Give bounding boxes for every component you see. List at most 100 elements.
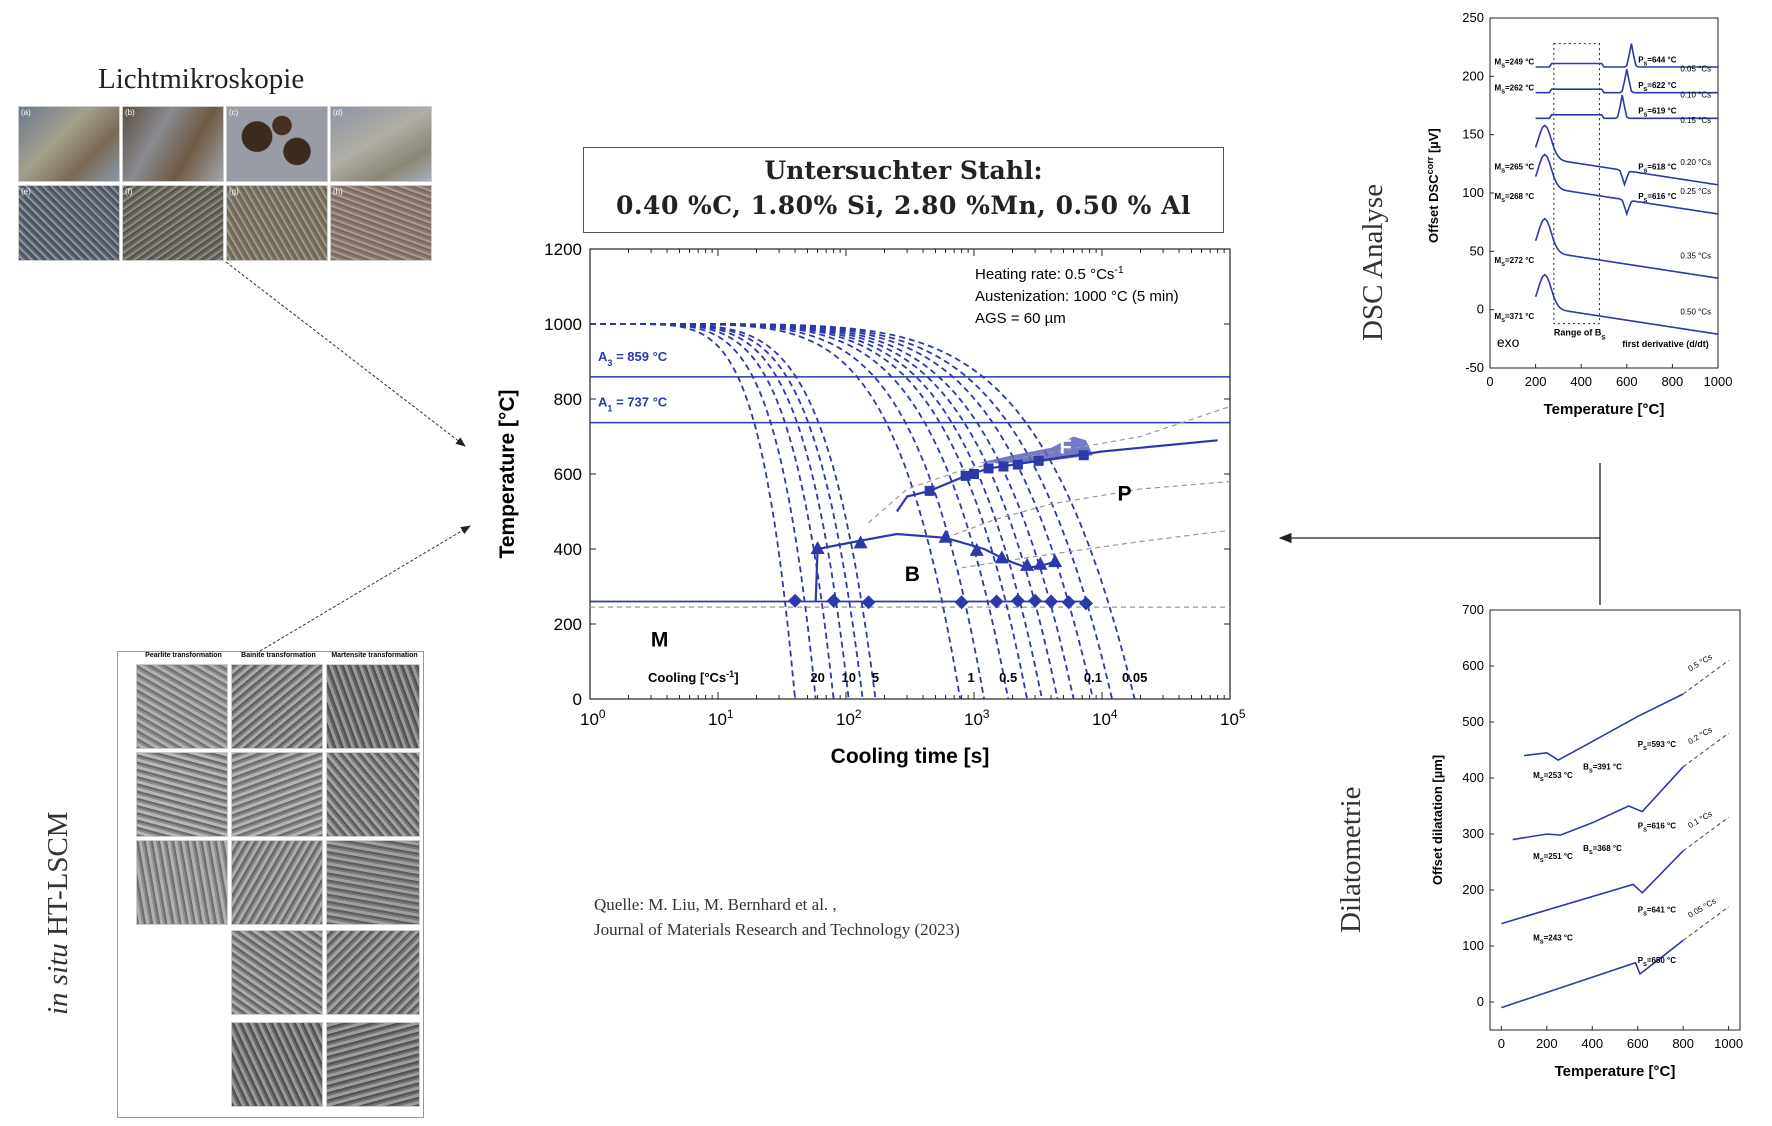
lscm-tile — [231, 752, 323, 837]
steel-composition-box: Untersuchter Stahl: 0.40 %C, 1.80% Si, 2… — [583, 147, 1224, 233]
ferrite-start-marker — [1033, 455, 1044, 466]
dil-extension — [1682, 732, 1729, 768]
cct-ytick-label: 200 — [554, 615, 582, 634]
dsc-series-label: 0.05 °Cs — [1680, 65, 1711, 74]
lscm-header-bainite: Bainite transformation — [241, 652, 316, 659]
lscm-tile — [326, 752, 420, 837]
bainite-start-marker — [1020, 557, 1035, 571]
dsc-ms-label: MS=265 °C — [1495, 163, 1535, 175]
cooling-curve — [590, 323, 796, 700]
cct-ytick-label: 800 — [554, 390, 582, 409]
dsc-ms-label: MS=371 °C — [1495, 312, 1535, 324]
ferrite-start-marker — [1012, 459, 1023, 470]
cooling-rate-label: 20 — [810, 670, 824, 685]
dsc-xtick-label: 1000 — [1704, 374, 1733, 389]
cooling-curve — [590, 323, 1059, 700]
cooling-curve — [590, 323, 864, 700]
dil-series-label: 0.2 °Cs — [1687, 725, 1714, 746]
dsc-ms-label: MS=268 °C — [1495, 192, 1535, 204]
source-citation: Quelle: M. Liu, M. Bernhard et al. , Jou… — [594, 895, 960, 939]
dil-series-label: 0.5 °Cs — [1687, 652, 1714, 673]
dil-series-curve — [1501, 850, 1684, 925]
range-label: Range of BS — [1554, 327, 1606, 341]
micro-tile-a: (a) — [18, 106, 120, 182]
dil-xtick-label: 200 — [1536, 1036, 1558, 1051]
steel-box-title: Untersuchter Stahl: — [764, 156, 1043, 185]
dil-ps-label: PS=641 °C — [1638, 905, 1677, 917]
ferrite-start-marker — [960, 470, 971, 481]
martensite-start-marker — [989, 594, 1004, 609]
martensite-start-marker — [1079, 596, 1094, 611]
dsc-ps-label: PS=616 °C — [1638, 192, 1677, 204]
arrow-micro — [225, 261, 466, 447]
dsc-ms-label: MS=262 °C — [1495, 83, 1535, 95]
dsc-ytick-label: 100 — [1462, 185, 1484, 200]
dil-bs-label: BS=368 °C — [1583, 844, 1622, 856]
dil-extension — [1682, 816, 1729, 852]
cooling-curve — [590, 323, 835, 700]
micro-tile-e: (e) — [18, 185, 120, 261]
range-box — [1553, 43, 1600, 325]
dsc-series-curve — [1535, 69, 1718, 94]
dsc-series-label: 0.10 °Cs — [1680, 90, 1711, 99]
dil-xtick-label: 600 — [1627, 1036, 1649, 1051]
dil-extension — [1682, 906, 1729, 941]
phase-label-pearlite: P — [1118, 482, 1132, 505]
micro-tile-b: (b) — [122, 106, 224, 182]
dsc-series-label: 0.20 °Cs — [1680, 158, 1711, 167]
cooling-rate-label: 0.1 — [1084, 670, 1102, 685]
dil-bs-label: BS=391 °C — [1583, 763, 1622, 775]
dil-ms-label: MS=251 °C — [1533, 852, 1573, 864]
ferrite-start-marker — [983, 463, 994, 474]
cooling-rate-label: 0.5 — [999, 670, 1017, 685]
cct-xtick-label: 104 — [1092, 707, 1118, 729]
dilatometry-label: Dilatometrie — [1335, 786, 1367, 933]
cooling-curve — [590, 323, 1113, 700]
cct-ytick-label: 1000 — [544, 315, 582, 334]
dil-ytick-label: 300 — [1462, 826, 1484, 841]
dil-series-curve — [1523, 693, 1684, 762]
cooling-curve — [590, 323, 1010, 700]
cct-ytick-label: 600 — [554, 465, 582, 484]
dsc-ytick-label: 200 — [1462, 68, 1484, 83]
lscm-tile — [231, 664, 323, 749]
dilatometry-chart: 0 100 200 300 400 500 600 700 0 200 400 600 800 1000 T… — [1430, 602, 1743, 1080]
dsc-ps-label: PS=644 °C — [1638, 55, 1677, 67]
phase-label-bainite: B — [905, 563, 920, 586]
micro-tile-f: (f) — [122, 185, 224, 261]
dil-ytick-label: 500 — [1462, 714, 1484, 729]
lscm-tile — [326, 930, 420, 1015]
dsc-ytick-label: 50 — [1470, 243, 1484, 258]
dsc-series-curve — [1534, 153, 1719, 217]
dsc-ytick-label: -50 — [1465, 360, 1484, 375]
cooling-curve — [590, 323, 985, 700]
dsc-xtick-label: 600 — [1616, 374, 1638, 389]
cct-ytick-label: 1200 — [544, 240, 582, 259]
martensite-start-marker — [826, 593, 841, 608]
dil-plot-frame — [1489, 609, 1741, 1031]
dsc-ps-label: PS=618 °C — [1638, 163, 1677, 175]
bainite-start-curve — [814, 532, 1055, 602]
cooling-curve — [590, 323, 877, 700]
cooling-rate-label: 5 — [872, 670, 879, 685]
cooling-curve — [590, 323, 817, 700]
lscm-tile — [136, 752, 228, 837]
lscm-tile — [326, 664, 420, 749]
microscopy-label: Lichtmikroskopie — [98, 63, 305, 95]
ags-note: AGS = 60 µm — [975, 310, 1066, 327]
dsc-series-curve — [1535, 94, 1718, 120]
bainite-start-marker — [853, 535, 868, 549]
dil-ytick-label: 400 — [1462, 770, 1484, 785]
dsc-label: DSC Analyse — [1357, 183, 1389, 341]
dsc-ytick-label: 0 — [1477, 302, 1484, 317]
dsc-xtick-label: 0 — [1486, 374, 1493, 389]
dsc-series-label: 0.35 °Cs — [1680, 251, 1711, 260]
dsc-series-label: 0.25 °Cs — [1680, 187, 1711, 196]
dil-ps-label: PS=616 °C — [1638, 821, 1677, 833]
lscm-grid: Pearlite transformation Bainite transfor… — [117, 651, 424, 1118]
micro-tile-d: (d) — [330, 106, 432, 182]
bainite-start-marker — [969, 542, 984, 556]
martensite-start-marker — [1010, 593, 1025, 608]
